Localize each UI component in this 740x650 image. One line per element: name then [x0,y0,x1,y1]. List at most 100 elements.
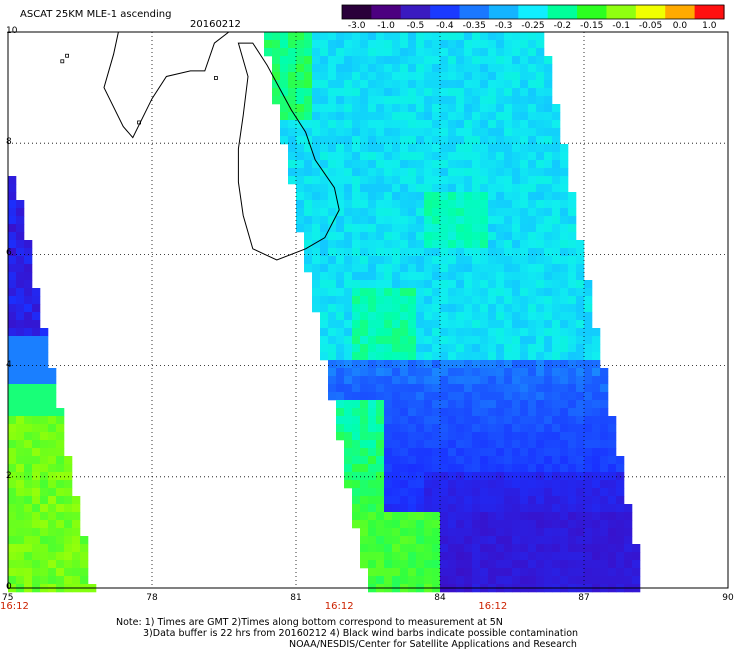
swath-cell [288,48,297,57]
swath-cell [432,392,441,401]
swath-cell [272,56,281,65]
swath-cell [408,472,417,481]
swath-cell [552,424,561,433]
swath-cell [576,560,585,569]
swath-cell [560,432,569,441]
swath-cell [376,440,385,449]
swath-cell [472,328,481,337]
swath-cell [400,576,409,585]
swath-cell [592,480,601,489]
swath-cell [296,72,305,81]
swath-cell [424,72,433,81]
swath-cell [56,528,65,537]
swath-cell [328,56,337,65]
swath-cell [344,176,353,185]
swath-cell [560,528,569,537]
swath-cell [552,488,561,497]
swath-cell [528,48,537,57]
swath-cell [16,480,25,489]
swath-cell [632,544,641,553]
swath-cell [568,248,577,257]
swath-cell [480,352,489,361]
swath-cell [488,496,497,505]
swath-cell [400,360,409,369]
swath-cell [8,544,17,553]
swath-cell [432,360,441,369]
swath-cell [416,352,425,361]
swath-cell [24,496,33,505]
swath-cell [352,296,361,305]
swath-cell [40,360,49,369]
swath-cell [504,232,513,241]
swath-cell [504,480,513,489]
swath-cell [456,56,465,65]
swath-cell [352,464,361,473]
swath-cell [552,256,561,265]
swath-cell [560,152,569,161]
swath-cell [472,264,481,273]
swath-cell [552,384,561,393]
swath-cell [440,376,449,385]
swath-cell [504,208,513,217]
swath-cell [312,160,321,169]
swath-cell [320,312,329,321]
swath-cell [408,344,417,353]
swath-cell [480,488,489,497]
swath-cell [360,240,369,249]
swath-cell [472,104,481,113]
swath-cell [376,80,385,89]
swath-cell [432,208,441,217]
swath-cell [72,536,81,545]
swath-cell [512,480,521,489]
swath-cell [464,536,473,545]
swath-cell [608,456,617,465]
swath-cell [32,496,41,505]
swath-cell [400,288,409,297]
swath-cell [464,312,473,321]
swath-cell [368,376,377,385]
swath-cell [64,520,73,529]
swath-cell [416,480,425,489]
swath-cell [384,456,393,465]
swath-cell [328,144,337,153]
swath-cell [520,560,529,569]
swath-cell [424,248,433,257]
swath-cell [480,240,489,249]
swath-cell [496,96,505,105]
swath-cell [560,280,569,289]
swath-cell [528,208,537,217]
swath-cell [616,560,625,569]
swath-cell [512,168,521,177]
swath-cell [400,344,409,353]
swath-cell [488,488,497,497]
swath-cell [416,296,425,305]
swath-cell [384,112,393,121]
swath-cell [544,488,553,497]
swath-cell [456,296,465,305]
swath-cell [568,400,577,409]
swath-cell [520,240,529,249]
swath-cell [448,336,457,345]
swath-cell [416,568,425,577]
swath-cell [512,312,521,321]
swath-cell [488,296,497,305]
swath-cell [456,464,465,473]
swath-cell [456,88,465,97]
swath-cell [312,40,321,49]
swath-cell [368,280,377,289]
swath-cell [504,176,513,185]
swath-cell [16,312,25,321]
swath-cell [8,448,17,457]
swath-cell [496,488,505,497]
swath-cell [368,104,377,113]
swath-cell [416,440,425,449]
swath-cell [24,392,33,401]
swath-cell [312,256,321,265]
swath-cell [40,472,49,481]
swath-cell [392,176,401,185]
swath-cell [24,464,33,473]
swath-cell [552,248,561,257]
swath-cell [512,376,521,385]
y-tick-label: 10 [6,26,18,36]
